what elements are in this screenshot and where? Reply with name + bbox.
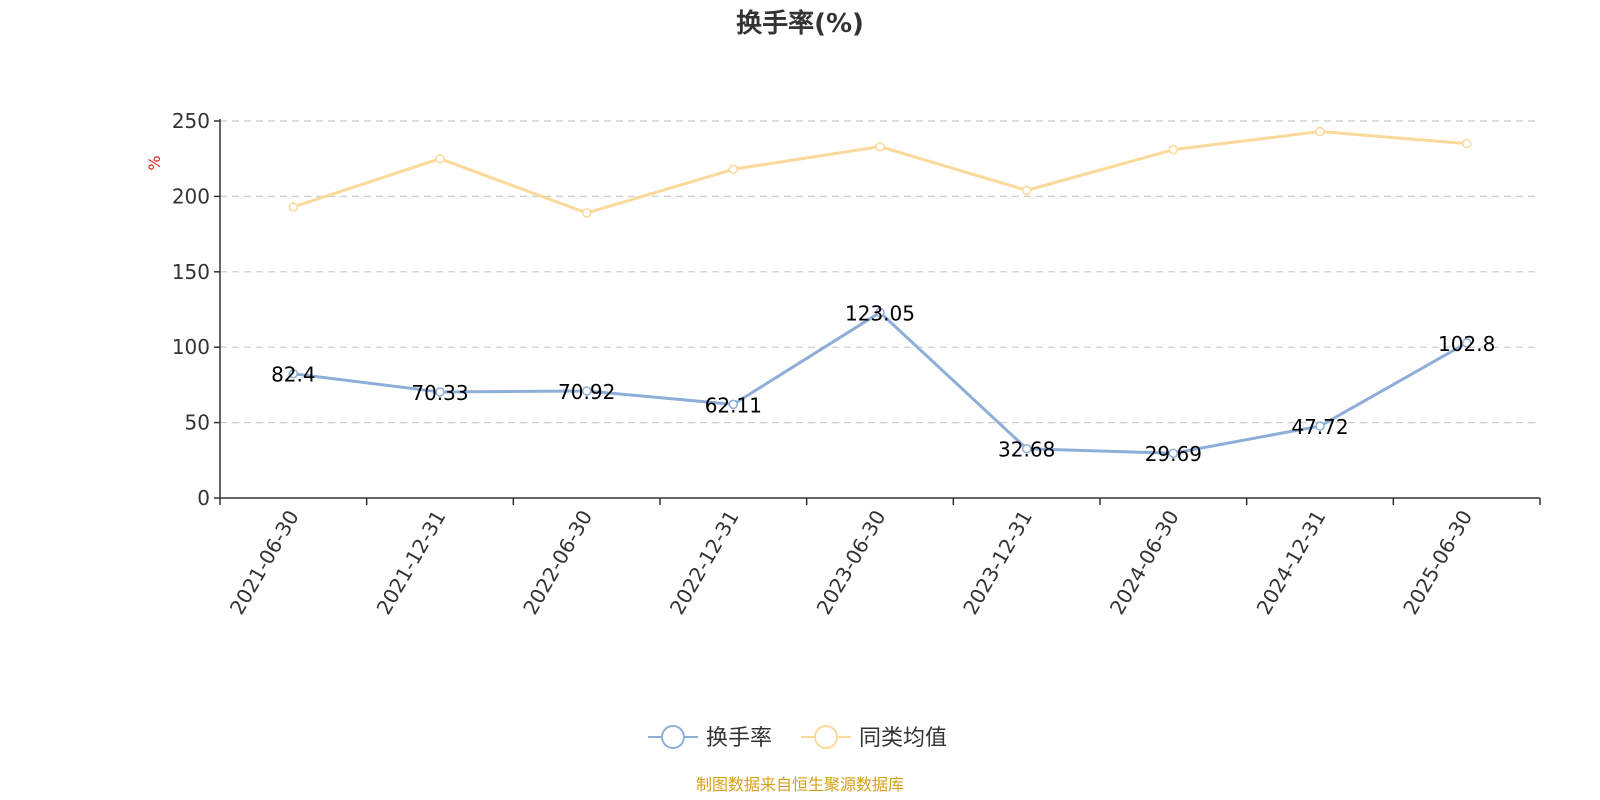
series-1-point-3[interactable] [728, 164, 739, 175]
data-label-6: 29.69 [1145, 442, 1202, 466]
y-axis-unit-label: % [145, 155, 164, 170]
series-0-point-2[interactable] [581, 386, 592, 396]
data-label-0: 82.4 [271, 363, 316, 387]
legend: 换手率 同类均值 [648, 725, 947, 751]
y-tick-label-0: 0 [197, 486, 210, 510]
x-tick-label-2023-12-31: 2023-12-31 [958, 506, 1037, 619]
legend-label-turnover: 换手率 [706, 726, 772, 751]
legend-marker-peer-average [814, 725, 838, 749]
data-label-4: 123.05 [845, 301, 915, 325]
series-0-point-1[interactable] [435, 387, 445, 397]
x-tick-label-2021-12-31: 2021-12-31 [371, 506, 450, 619]
series-0-point-4[interactable] [875, 307, 885, 318]
series-0-point-0[interactable] [288, 368, 299, 379]
y-tick-label-50: 50 [185, 411, 210, 435]
legend-item-turnover[interactable]: 换手率 [648, 725, 772, 751]
chart-title: 换手率(%) [736, 8, 864, 39]
series-1-point-2[interactable] [581, 208, 592, 218]
y-tick-label-200: 200 [172, 184, 210, 208]
source-note: 制图数据来自恒生聚源数据库 [696, 775, 904, 794]
data-labels: 82.4 70.33 70.92 62.11 123.05 32.68 29.69 47.72… [271, 301, 1495, 466]
legend-label-peer-average: 同类均值 [859, 726, 947, 751]
x-tick-label-2024-12-31: 2024-12-31 [1251, 506, 1330, 619]
series-1-point-6[interactable] [1168, 144, 1179, 155]
x-tick-label-2024-06-30: 2024-06-30 [1105, 506, 1184, 619]
data-label-2: 70.92 [558, 380, 615, 404]
y-tick-label-250: 250 [172, 109, 210, 133]
series-1-point-0[interactable] [288, 202, 299, 212]
series-0-point-3[interactable] [728, 399, 739, 410]
data-label-5: 32.68 [998, 438, 1055, 462]
x-tick-label-2021-06-30: 2021-06-30 [225, 506, 304, 619]
x-tick-label-2022-12-31: 2022-12-31 [665, 506, 744, 619]
legend-item-peer-average[interactable]: 同类均值 [801, 725, 947, 751]
series-1-point-5[interactable] [1021, 185, 1032, 196]
series-0-point-6[interactable] [1168, 448, 1179, 458]
y-tick-label-100: 100 [172, 335, 210, 359]
y-tick-label-150: 150 [172, 260, 210, 284]
x-tick-label-2022-06-30: 2022-06-30 [518, 506, 597, 619]
y-axis: 0 50 100 150 200 250 [172, 109, 221, 510]
series-1-point-8[interactable] [1461, 138, 1472, 149]
grid-lines [220, 120, 1540, 424]
data-label-8: 102.8 [1438, 332, 1495, 356]
data-label-3: 62.11 [705, 393, 762, 417]
data-label-7: 47.72 [1291, 415, 1348, 439]
x-axis: 2021-06-30 2021-12-31 2022-06-30 2022-12-31… [219, 497, 1541, 619]
x-tick-label-2025-06-30: 2025-06-30 [1398, 506, 1477, 619]
series-1-point-4[interactable] [875, 141, 885, 152]
data-label-1: 70.33 [411, 381, 468, 405]
legend-marker-turnover [661, 725, 685, 749]
x-tick-label-2023-06-30: 2023-06-30 [811, 506, 890, 619]
series-0-point-5[interactable] [1021, 443, 1032, 454]
series-lines [288, 126, 1472, 458]
series-0-point-8[interactable] [1461, 338, 1472, 348]
series-1-point-1[interactable] [435, 153, 445, 164]
series-0-point-7[interactable] [1315, 421, 1325, 431]
series-1-point-7[interactable] [1315, 126, 1325, 137]
